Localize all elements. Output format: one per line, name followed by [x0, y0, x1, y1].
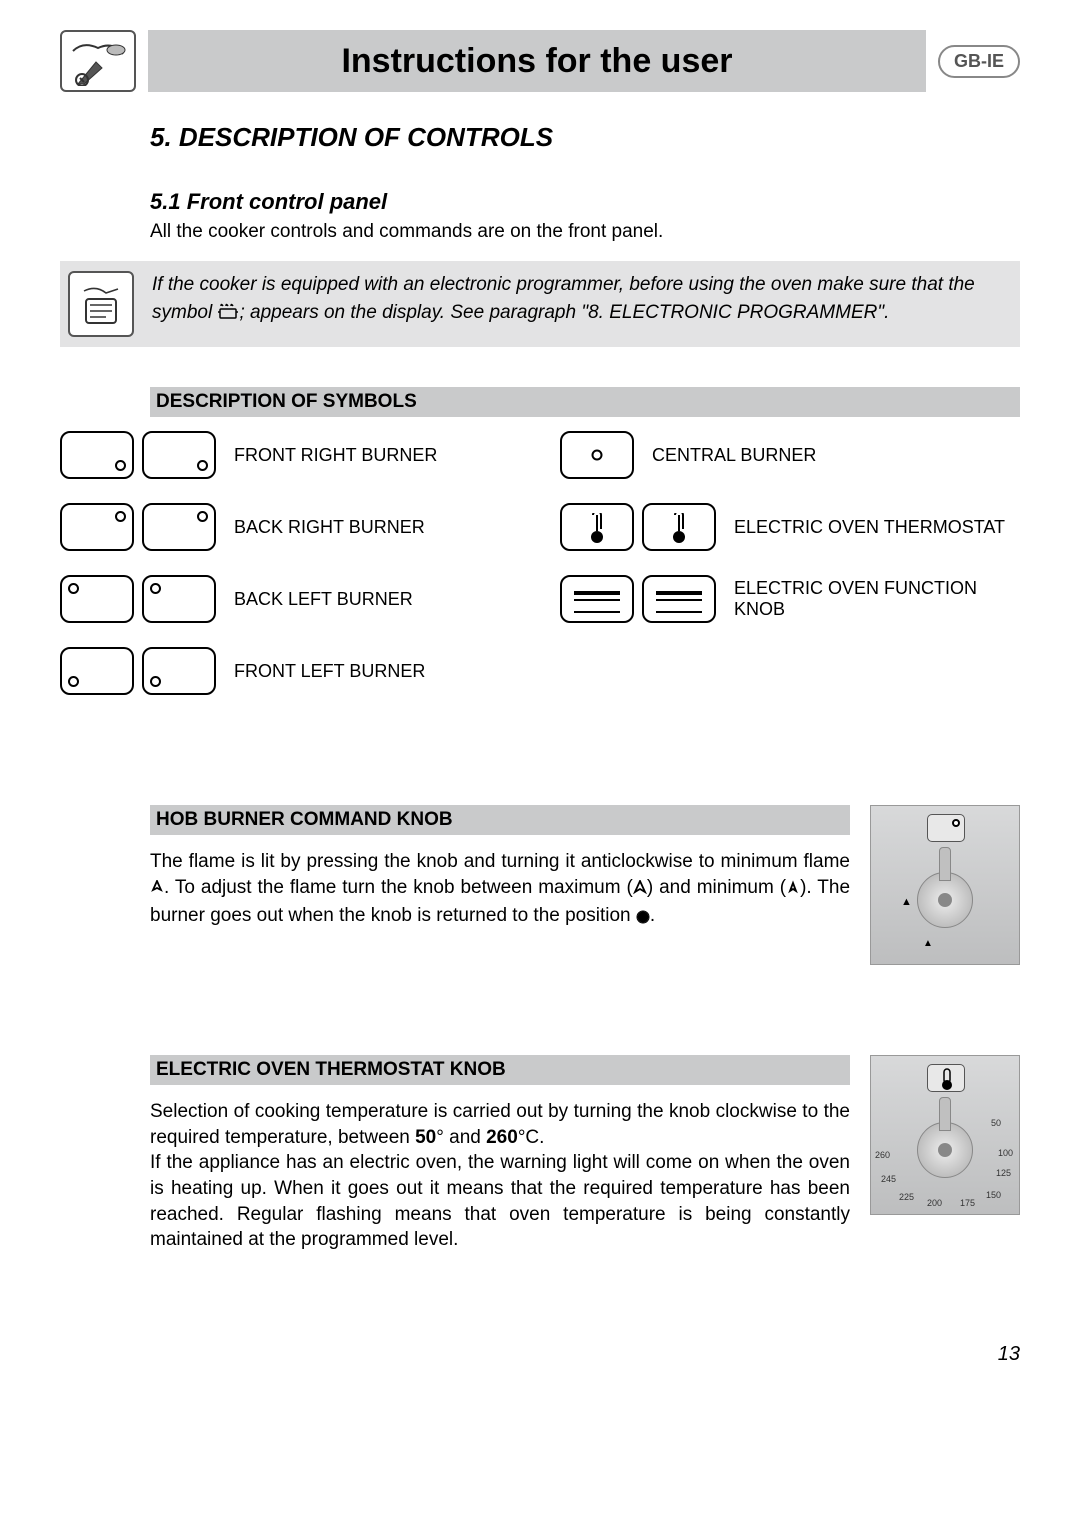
thermostat-section: ELECTRIC OVEN THERMOSTAT KNOB Selection …	[150, 1055, 1020, 1253]
symbol-electric-oven-function-knob: ELECTRIC OVEN FUNCTION KNOB	[560, 575, 1020, 623]
note-text: If the cooker is equipped with an electr…	[152, 271, 1006, 329]
user-logo-icon	[60, 30, 136, 92]
hob-burner-section: HOB BURNER COMMAND KNOB The flame is lit…	[150, 805, 1020, 965]
programmer-note: If the cooker is equipped with an electr…	[60, 261, 1020, 347]
symbols-grid: FRONT RIGHT BURNER CENTRAL BURNER BACK R…	[60, 431, 1020, 695]
hob-knob-illustration: ▲ ▲	[870, 805, 1020, 965]
flame-max-icon	[633, 878, 647, 904]
region-badge: GB-IE	[938, 45, 1020, 78]
off-dot-icon	[636, 906, 650, 932]
section-heading: 5. DESCRIPTION OF CONTROLS	[150, 122, 1020, 153]
page-header: Instructions for the user GB-IE	[60, 30, 1020, 92]
flame-min-icon	[786, 878, 800, 904]
symbol-back-right-burner: BACK RIGHT BURNER	[60, 503, 520, 551]
page-title-banner: Instructions for the user	[148, 30, 926, 92]
page-title: Instructions for the user	[341, 42, 732, 81]
symbol-central-burner: CENTRAL BURNER	[560, 431, 1020, 479]
hob-body: The flame is lit by pressing the knob an…	[150, 849, 850, 932]
symbol-front-right-burner: FRONT RIGHT BURNER	[60, 431, 520, 479]
thermostat-heading: ELECTRIC OVEN THERMOSTAT KNOB	[150, 1055, 850, 1085]
flame-small-icon	[150, 878, 164, 904]
subsection-heading: 5.1 Front control panel	[150, 189, 1020, 215]
symbols-header: DESCRIPTION OF SYMBOLS	[150, 387, 1020, 417]
note-hand-icon	[68, 271, 134, 337]
thermostat-body: Selection of cooking temperature is carr…	[150, 1099, 850, 1253]
pot-symbol-icon	[217, 302, 239, 330]
symbol-front-left-burner: FRONT LEFT BURNER	[60, 647, 520, 695]
thermostat-knob-illustration: 50 100 125 150 175 200 225 245 260	[870, 1055, 1020, 1215]
symbol-back-left-burner: BACK LEFT BURNER	[60, 575, 520, 623]
symbol-electric-oven-thermostat: ELECTRIC OVEN THERMOSTAT	[560, 503, 1020, 551]
page-number: 13	[60, 1343, 1020, 1366]
subsection-intro: All the cooker controls and commands are…	[150, 221, 1020, 243]
hob-heading: HOB BURNER COMMAND KNOB	[150, 805, 850, 835]
